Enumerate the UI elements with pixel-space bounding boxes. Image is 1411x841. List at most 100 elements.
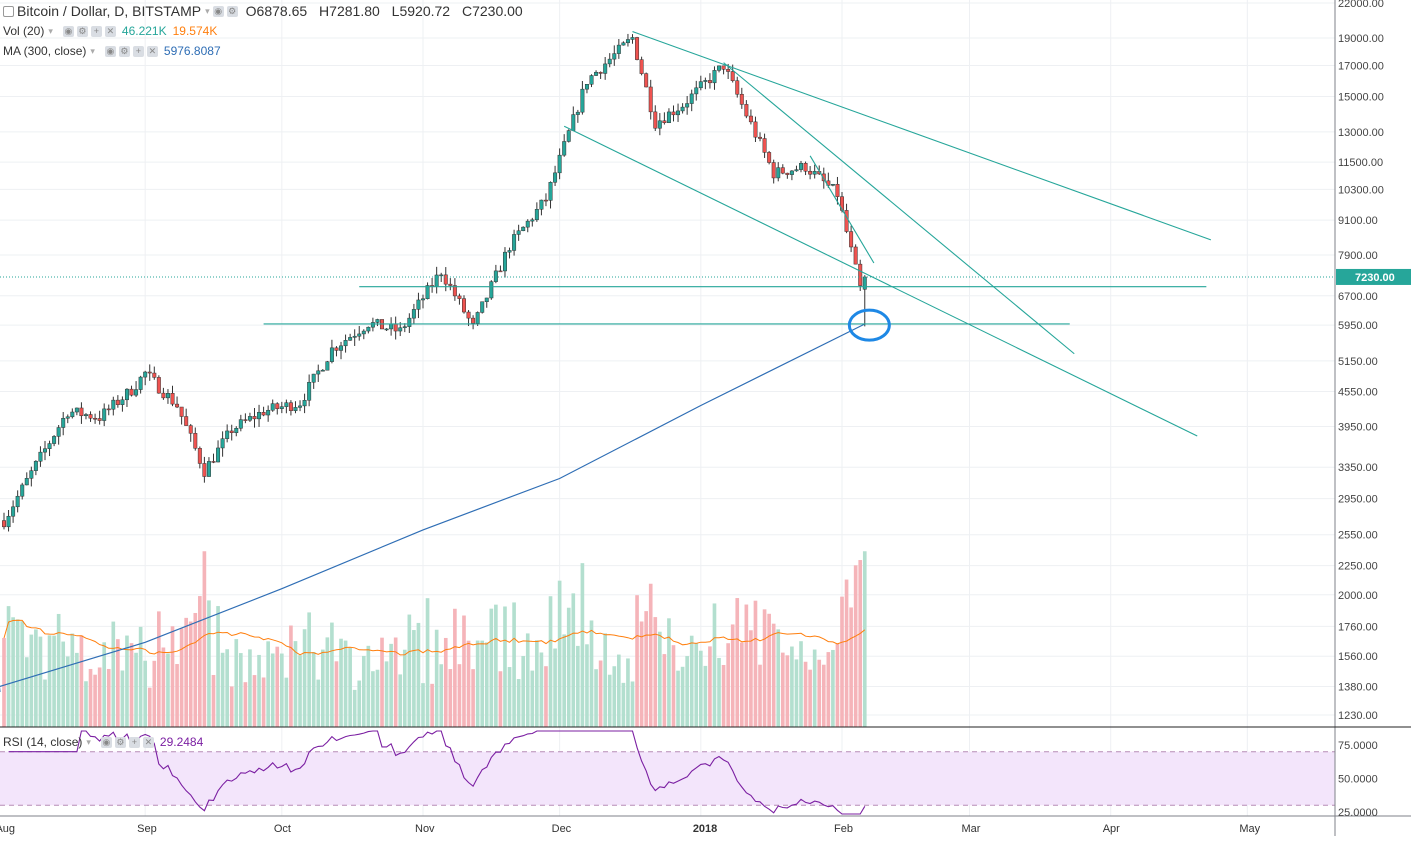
candle-body [389,323,394,330]
volume-bar [398,674,403,727]
volume-bar [685,656,689,727]
candle-body [562,141,567,156]
candle-body [575,111,580,115]
candle-body [348,337,353,341]
volume-bar [653,617,658,727]
candle-body [197,448,202,464]
add-icon[interactable]: + [132,45,144,57]
candle-body [334,347,339,351]
candle-body [293,407,298,411]
candle-body [762,138,767,153]
volume-bar [266,641,270,727]
eye-icon[interactable]: ◉ [62,25,74,37]
collapse-icon[interactable] [3,5,14,17]
candle-body [594,71,599,76]
eye-icon[interactable]: ◉ [212,5,224,17]
ohlc-low-key: L [391,3,400,19]
price-tick-label: 1230.00 [1338,710,1378,722]
candle-body [416,299,421,310]
volume-bar [753,600,758,727]
candle-body [512,234,517,251]
candle-body [603,63,608,74]
symbol-title: Bitcoin / Dollar, D, BITSTAMP [17,3,202,19]
highlight-circle[interactable] [847,308,891,342]
candle-body [439,274,444,277]
volume-bar [220,652,225,727]
candle-body [557,154,562,174]
volume-bar [694,643,699,727]
candle-body [129,388,134,396]
candle-body [707,80,712,84]
price-tick-label: 4550.00 [1338,386,1378,398]
volume-bar [102,642,107,727]
settings-icon[interactable]: ⚙ [76,25,88,37]
candle-body [739,93,744,105]
volume-bar [698,650,703,727]
volume-bar [79,635,84,727]
volume-bar [448,669,453,727]
ohlc-low: 5920.72 [399,3,451,19]
trendline-mid[interactable] [723,62,1075,355]
candle-body [188,425,193,434]
settings-icon[interactable]: ⚙ [226,5,238,17]
candle-body [357,333,362,337]
volume-bar [430,683,434,727]
volume-bar [371,671,375,727]
volume-bar [134,652,138,727]
eye-icon[interactable]: ◉ [100,736,112,748]
candle-body [243,419,248,421]
candle-body [97,418,102,421]
candle-body [612,53,617,60]
candle-body [689,93,694,104]
volume-bar [279,653,284,727]
chevron-down-icon[interactable]: ▾ [205,5,210,16]
settings-icon[interactable]: ⚙ [118,45,130,57]
volume-bar [34,629,38,727]
volume-bar [106,668,111,727]
chevron-down-icon[interactable]: ▾ [48,25,53,36]
candle-body [111,399,116,410]
trendline-steep[interactable] [809,155,875,264]
volume-bar [56,613,61,727]
candle-body [61,417,66,428]
volume-bar [343,640,348,727]
candle-body [70,411,75,418]
volume-bar [412,630,416,727]
candle-body [407,317,412,327]
chevron-down-icon[interactable]: ▾ [90,45,95,56]
volume-bar [471,669,475,727]
trendlines[interactable] [0,31,1335,437]
volume-bar [93,674,97,727]
candle-body [170,393,175,405]
candle-body [475,312,480,324]
volume-bar [207,600,211,727]
add-icon[interactable]: + [90,25,102,37]
add-icon[interactable]: + [128,736,140,748]
volume-bar [571,593,576,727]
candle-body [24,478,29,486]
candle-body [93,417,98,420]
volume-bar [598,660,603,727]
candle-body [211,461,216,463]
candle-body [489,281,494,299]
price-tick-label: 1380.00 [1338,682,1378,694]
candle-body [329,347,334,362]
close-icon[interactable]: ✕ [142,736,154,748]
candle-body [106,408,111,411]
volume-bar [202,551,207,727]
settings-icon[interactable]: ⚙ [114,736,126,748]
candle-body [102,408,107,421]
ohlc-readout: O6878.65 H7281.80 L5920.72 C7230.00 [246,3,531,19]
volume-bar [6,606,11,727]
eye-icon[interactable]: ◉ [104,45,116,57]
ohlc-high: 7281.80 [329,3,380,19]
trendline-lower[interactable] [563,125,1198,437]
close-icon[interactable]: ✕ [146,45,158,57]
close-icon[interactable]: ✕ [104,25,116,37]
last-price-text: 7230.00 [1355,272,1395,284]
rsi-legend: RSI (14, close) ▾ ◉ ⚙ + ✕ 29.2484 [0,733,203,751]
chevron-down-icon[interactable]: ▾ [86,736,91,747]
volume-bar [457,664,462,727]
trendline-upper[interactable] [632,31,1212,241]
